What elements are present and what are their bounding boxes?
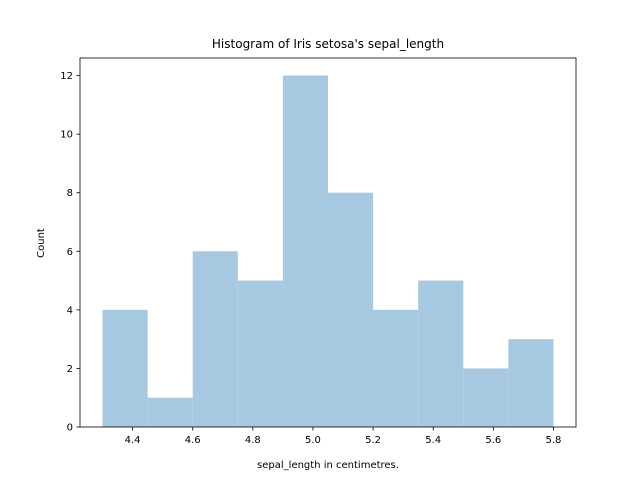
histogram-bar bbox=[102, 309, 148, 427]
x-tick-label: 4.6 bbox=[185, 435, 201, 446]
histogram-bar bbox=[192, 251, 238, 427]
x-axis-label: sepal_length in centimetres. bbox=[257, 460, 399, 471]
histogram-bar bbox=[508, 339, 554, 427]
histogram-bar bbox=[147, 397, 193, 427]
x-tick-label: 5.6 bbox=[485, 435, 501, 446]
x-axis: 4.4 4.6 4.8 5.0 5.2 5.4 5.6 5.8 bbox=[125, 427, 562, 446]
y-tick-label: 4 bbox=[67, 305, 73, 316]
histogram-bar bbox=[463, 368, 509, 427]
y-tick-label: 10 bbox=[60, 130, 73, 141]
y-tick-label: 8 bbox=[67, 188, 73, 199]
chart-title: Histogram of Iris setosa's sepal_length bbox=[212, 37, 444, 51]
x-tick-label: 5.8 bbox=[546, 435, 562, 446]
x-tick-label: 4.8 bbox=[245, 435, 261, 446]
x-tick-label: 5.0 bbox=[305, 435, 321, 446]
y-tick-label: 0 bbox=[67, 423, 73, 434]
histogram-bar bbox=[373, 309, 419, 427]
y-axis-label: Count bbox=[36, 228, 47, 258]
y-tick-label: 6 bbox=[67, 247, 73, 258]
histogram-bar bbox=[237, 280, 283, 427]
histogram-bar bbox=[418, 280, 464, 427]
bars-group bbox=[102, 75, 554, 428]
x-tick-label: 5.4 bbox=[425, 435, 441, 446]
histogram-bar bbox=[282, 75, 328, 428]
x-tick-label: 4.4 bbox=[125, 435, 141, 446]
histogram-bar bbox=[328, 192, 374, 427]
y-tick-label: 2 bbox=[67, 364, 73, 375]
plot-frame bbox=[79, 57, 577, 428]
y-tick-label: 12 bbox=[60, 71, 73, 82]
y-axis: 0 2 4 6 8 10 12 bbox=[60, 71, 80, 434]
x-tick-label: 5.2 bbox=[365, 435, 381, 446]
